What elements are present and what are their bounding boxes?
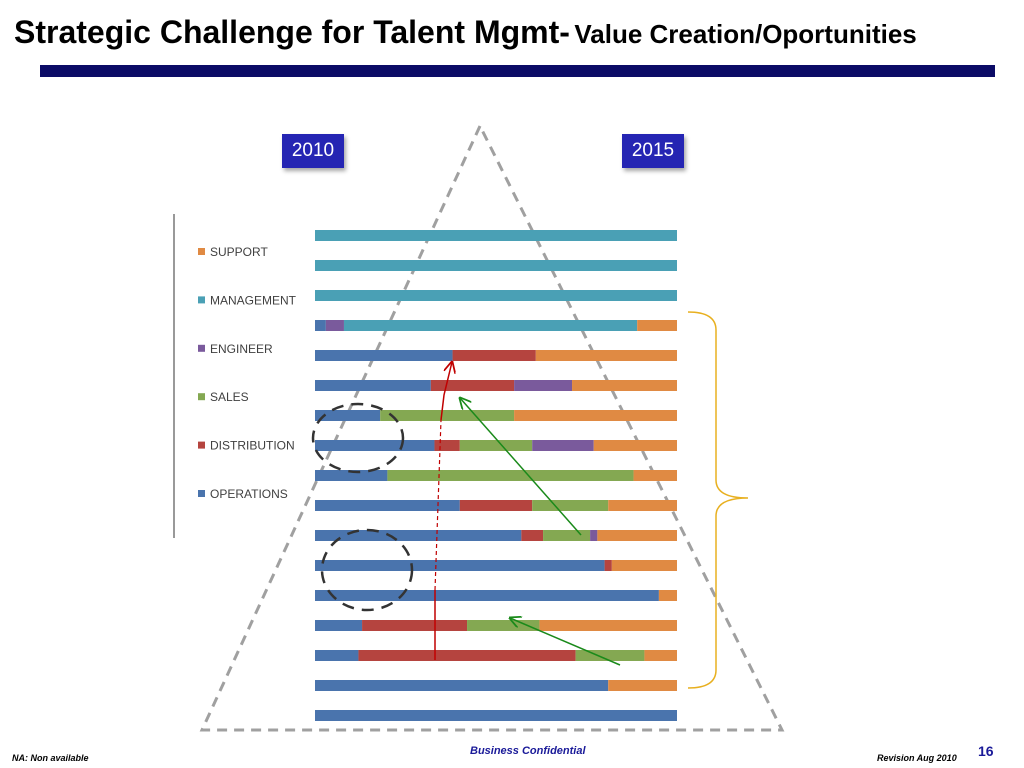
bar-row-16-operations: [315, 680, 609, 691]
legend-divider: [173, 214, 175, 538]
triangle-outline: [199, 122, 785, 732]
bar-row-6-support: [572, 380, 677, 391]
bar-row-4-support: [637, 320, 677, 331]
red-line-dashed: [434, 419, 442, 591]
bar-row-14-distribution: [362, 620, 468, 631]
bar-row-13-support: [658, 590, 677, 601]
legend-swatch-support: [198, 248, 205, 255]
footer-revision: Revision Aug 2010: [877, 753, 957, 763]
bar-row-11-sales: [543, 530, 591, 541]
bar-row-7-support: [514, 410, 677, 421]
page-number: 16: [978, 743, 994, 759]
bar-row-4-operations: [315, 320, 326, 331]
legend-swatch-management: [198, 296, 205, 304]
bar-row-9-operations: [315, 470, 388, 481]
bar-row-8-operations: [315, 440, 435, 451]
green-arrow-lower: [510, 618, 621, 666]
footer-confidential: Business Confidential: [470, 745, 586, 757]
bar-row-8-distribution: [434, 440, 460, 451]
bar-row-10-distribution: [459, 500, 533, 511]
right-curly-bracket: [687, 311, 749, 689]
bar-row-4-management: [343, 320, 638, 331]
bar-row-11-operations: [315, 530, 522, 541]
legend-label-management: MANAGEMENT: [210, 293, 297, 307]
bar-row-16-support: [608, 680, 677, 691]
bar-row-7-sales: [380, 410, 515, 421]
bar-row-14-operations: [315, 620, 363, 631]
bar-row-12-support: [611, 560, 677, 571]
bar-row-10-support: [608, 500, 677, 511]
legend-label-operations: OPERATIONS: [210, 487, 288, 501]
bar-row-15-support: [644, 650, 677, 661]
bar-row-10-sales: [532, 500, 609, 511]
bar-row-10-operations: [315, 500, 460, 511]
bar-row-6-operations: [315, 380, 431, 391]
title-subtitle: Value Creation/Oportunities: [574, 19, 917, 49]
legend-swatch-engineer: [198, 344, 205, 352]
bar-row-3-management: [315, 290, 677, 301]
legend-swatch-distribution: [198, 441, 205, 449]
year-label-2010: 2010: [282, 134, 344, 168]
bar-row-14-support: [539, 620, 677, 631]
title-main: Strategic Challenge for Talent Mgmt-: [14, 14, 570, 50]
bar-row-6-engineer: [514, 380, 573, 391]
bar-row-14-sales: [467, 620, 540, 631]
legend-swatch-operations: [198, 490, 205, 497]
legend-swatch-sales: [198, 393, 205, 401]
bar-row-17-operations: [315, 710, 677, 721]
green-arrow-upper: [460, 398, 582, 536]
triangle-dashed-outline: [199, 122, 785, 732]
bar-row-8-engineer: [532, 440, 594, 451]
bar-row-2-management: [315, 260, 677, 271]
title-underline-bar: [40, 65, 995, 77]
legend-label-support: SUPPORT: [210, 245, 268, 259]
red-arrow-head: [440, 362, 452, 421]
bar-row-5-operations: [315, 350, 453, 361]
legend-label-distribution: DISTRIBUTION: [210, 439, 295, 453]
bar-row-13-operations: [315, 590, 659, 601]
bar-row-8-sales: [459, 440, 533, 451]
bars-group: [315, 230, 677, 721]
year-label-2015: 2015: [622, 134, 684, 168]
dashed-circle-lower: [320, 528, 414, 612]
bar-row-8-support: [593, 440, 677, 451]
annotations-group: [311, 311, 749, 689]
bar-row-4-engineer: [325, 320, 344, 331]
bar-row-7-operations: [315, 410, 381, 421]
dashed-circle-upper: [311, 402, 405, 474]
bar-row-5-distribution: [452, 350, 536, 361]
bar-row-5-support: [535, 350, 677, 361]
legend-label-engineer: ENGINEER: [210, 342, 273, 356]
bar-row-12-distribution: [604, 560, 612, 571]
bar-row-1-management: [315, 230, 677, 241]
bar-row-15-sales: [575, 650, 645, 661]
page-title: Strategic Challenge for Talent Mgmt- Val…: [14, 14, 917, 51]
bar-row-9-support: [633, 470, 677, 481]
bar-row-15-distribution: [358, 650, 576, 661]
bar-row-11-support: [597, 530, 677, 541]
bar-row-11-engineer: [590, 530, 598, 541]
legend: SUPPORT MANAGEMENT ENGINEER SALES DISTRIBUTI…: [198, 245, 297, 501]
bar-row-6-distribution: [430, 380, 515, 391]
bar-row-12-operations: [315, 560, 605, 571]
bar-row-15-operations: [315, 650, 359, 661]
bar-row-9-sales: [387, 470, 634, 481]
footer-note: NA: Non available: [12, 753, 89, 763]
bar-row-11-distribution: [521, 530, 544, 541]
legend-label-sales: SALES: [210, 390, 249, 404]
